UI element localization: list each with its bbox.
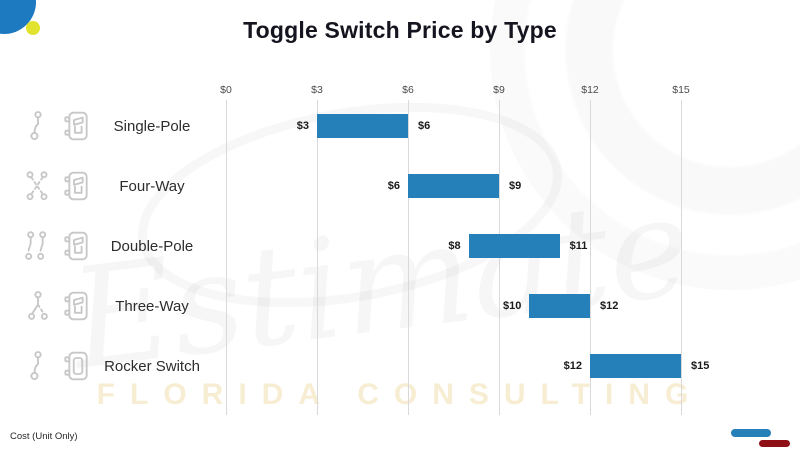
range-bar: [408, 174, 499, 198]
toggle-switch-icon: [64, 291, 88, 321]
logo-blue-bar: [731, 429, 771, 437]
bar-row: $8 $11: [226, 234, 681, 258]
toggle-switch-icon: [64, 171, 88, 201]
page-title: Toggle Switch Price by Type: [243, 17, 557, 43]
category-row: Single-Pole: [22, 106, 206, 146]
x-axis-tick: $12: [581, 84, 599, 96]
axis-unit-note: Cost (Unit Only): [10, 431, 78, 442]
single-pole-circuit-icon: [30, 111, 42, 141]
logo-red-bar: [759, 440, 790, 447]
bar-end-value: $9: [509, 180, 522, 192]
bar-row: $6 $9: [226, 174, 681, 198]
bar-start-value: $3: [296, 120, 309, 132]
double-pole-circuit-icon: [25, 231, 47, 260]
category-row: Double-Pole: [22, 226, 206, 266]
range-bar: [529, 294, 590, 318]
toggle-switch-icon: [64, 111, 88, 141]
category-label: Rocker Switch: [104, 357, 200, 375]
bar-end-value: $15: [691, 360, 710, 372]
category-row: Three-Way: [22, 286, 206, 326]
bar-row: $3 $6: [226, 114, 681, 138]
bar-end-value: $12: [600, 300, 619, 312]
x-axis-tick: $3: [311, 84, 323, 96]
x-axis-tick: $6: [402, 84, 414, 96]
four-way-circuit-icon: [26, 171, 48, 201]
x-axis-tick: $0: [220, 84, 232, 96]
x-axis-tick: $9: [493, 84, 505, 96]
bar-start-value: $8: [448, 240, 461, 252]
range-bar: [590, 354, 681, 378]
bar-row: $10 $12: [226, 294, 681, 318]
bar-row: $12 $15: [226, 354, 709, 378]
bar-end-value: $11: [569, 240, 588, 252]
category-label: Four-Way: [119, 177, 185, 195]
x-axis-tick: $15: [672, 84, 690, 96]
rocker-switch-icon: [64, 351, 88, 381]
rocker-circuit-icon: [30, 351, 42, 381]
range-bar: [317, 114, 408, 138]
bar-end-value: $6: [418, 120, 431, 132]
category-row: Four-Way: [22, 166, 206, 206]
gridline: [317, 100, 318, 415]
corner-yellow-circle: [26, 21, 40, 35]
gridline: [408, 100, 409, 415]
gridline: [590, 100, 591, 415]
category-row: Rocker Switch: [22, 346, 206, 386]
three-way-circuit-icon: [28, 291, 48, 320]
toggle-switch-icon: [64, 231, 88, 261]
bar-start-value: $12: [563, 360, 582, 372]
bar-start-value: $10: [502, 300, 522, 312]
category-label: Single-Pole: [113, 117, 191, 135]
range-bar-chart: $0 $3 $6 $9 $12 $15 $3 $6 $6 $9 $8 $11 $…: [220, 84, 709, 415]
gridline: [681, 100, 682, 415]
gridline: [226, 100, 227, 415]
range-bar: [468, 234, 560, 258]
category-label: Three-Way: [115, 297, 189, 315]
category-label: Double-Pole: [110, 237, 194, 255]
bar-start-value: $6: [387, 180, 400, 192]
